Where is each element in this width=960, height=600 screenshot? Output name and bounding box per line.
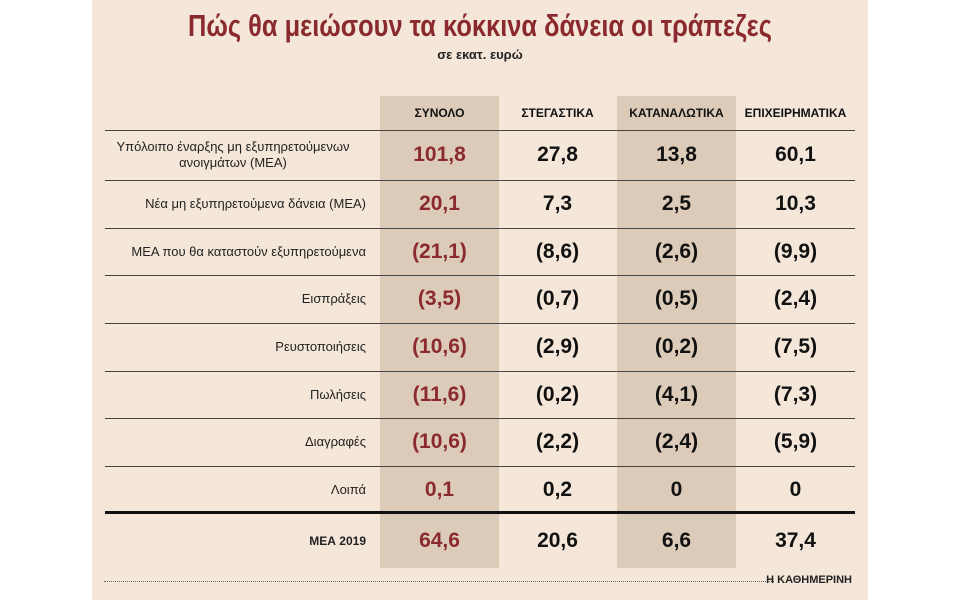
column-shade <box>380 96 499 568</box>
row-rule <box>105 418 855 419</box>
footer-rule <box>104 581 774 582</box>
cell-value: (0,2) <box>654 335 699 358</box>
cell-value: 7,3 <box>542 192 573 215</box>
cell-value: 0 <box>789 478 802 501</box>
row-rule <box>105 371 855 372</box>
cell-value: 20,1 <box>419 192 460 215</box>
cell-value: (2,4) <box>654 430 699 453</box>
cell-value: 60,1 <box>775 143 816 166</box>
column-shade <box>617 96 736 568</box>
cell-value: (5,9) <box>773 430 818 453</box>
row-label: Πωλήσεις <box>310 386 366 402</box>
cell-value: (0,7) <box>535 287 580 310</box>
cell-value: 2,5 <box>661 192 692 215</box>
cell-value: (7,3) <box>773 382 818 406</box>
cell-value: 0,2 <box>542 478 573 501</box>
cell-value: (2,9) <box>535 335 580 358</box>
column-header: ΕΠΙΧΕΙΡΗΜΑΤΙΚΑ <box>744 106 847 120</box>
cell-value: (10,6) <box>412 335 467 358</box>
cell-value: 27,8 <box>537 143 578 166</box>
row-label: Εισπράξεις <box>301 291 366 306</box>
cell-value: (0,5) <box>654 287 699 310</box>
row-rule <box>105 323 855 324</box>
cell-value: (10,6) <box>412 430 467 453</box>
cell-value: 37,4 <box>775 529 816 552</box>
row-label: Διαγραφές <box>305 434 366 449</box>
row-rule <box>105 275 855 276</box>
cell-value: (2,2) <box>535 430 580 453</box>
row-rule <box>105 180 855 181</box>
row-label: Νέα μη εξυπηρετούμενα δάνεια (ΜΕΑ) <box>145 196 366 211</box>
cell-value: 10,3 <box>775 192 816 215</box>
row-label: Λοιπά <box>330 482 366 497</box>
row-rule <box>105 466 855 467</box>
row-label: ΜΕΑ 2019 <box>309 534 366 548</box>
cell-value: (8,6) <box>535 239 580 263</box>
column-header: ΣΤΕΓΑΣΤΙΚΑ <box>521 106 594 120</box>
cell-value: 0,1 <box>424 478 455 501</box>
cell-value: (7,5) <box>773 335 818 358</box>
cell-value: (3,5) <box>417 287 462 310</box>
subtitle: σε εκατ. ευρώ <box>437 47 523 62</box>
cell-value: (0,2) <box>535 382 580 406</box>
row-rule <box>105 130 855 131</box>
cell-value: (11,6) <box>412 382 467 406</box>
row-label: Υπόλοιπο έναρξης μη εξυπηρετούμενων ανοι… <box>116 139 350 170</box>
row-label: ΜΕΑ που θα καταστούν εξυπηρετούμενα <box>131 243 366 259</box>
divider-thick <box>105 511 855 514</box>
column-header: ΣΥΝΟΛΟ <box>414 106 465 120</box>
cell-value: (2,6) <box>654 239 699 263</box>
cell-value: 6,6 <box>661 529 692 552</box>
row-rule <box>105 228 855 229</box>
cell-value: (9,9) <box>773 239 818 263</box>
cell-value: 0 <box>670 478 683 501</box>
cell-value: (21,1) <box>412 239 467 263</box>
row-label: Ρευστοποιήσεις <box>275 339 366 354</box>
title: Πώς θα μειώσουν τα κόκκινα δάνεια οι τρά… <box>188 8 772 43</box>
source: Η ΚΑΘΗΜΕΡΙΝΗ <box>766 574 852 586</box>
cell-value: 20,6 <box>537 529 578 552</box>
cell-value: 101,8 <box>413 143 466 166</box>
cell-value: (2,4) <box>773 287 818 310</box>
cell-value: 64,6 <box>419 529 460 552</box>
column-header: ΚΑΤΑΝΑΛΩΤΙΚΑ <box>629 106 724 120</box>
cell-value: (4,1) <box>654 382 699 406</box>
cell-value: 13,8 <box>656 143 697 166</box>
